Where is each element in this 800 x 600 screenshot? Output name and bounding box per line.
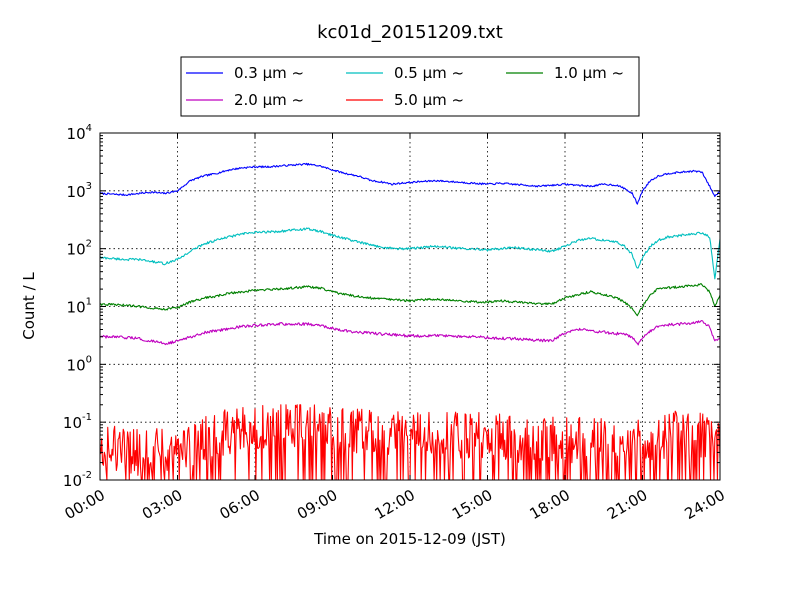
legend-label-1: 0.3 μm ~ <box>234 64 304 82</box>
legend-label-2: 0.5 μm ~ <box>394 64 464 82</box>
y-tick-label: 104 <box>67 123 92 143</box>
y-axis-label: Count / L <box>20 272 38 340</box>
series-line-4 <box>100 320 720 346</box>
y-tick-label: 10-2 <box>63 470 92 490</box>
legend-label-3: 1.0 μm ~ <box>554 64 624 82</box>
chart-title: kc01d_20151209.txt <box>317 22 503 43</box>
series-line-1 <box>100 162 720 205</box>
y-tick-label: 102 <box>67 239 92 259</box>
legend-label-5: 5.0 μm ~ <box>394 91 464 109</box>
y-tick-label: 103 <box>67 181 92 201</box>
series-line-5 <box>100 404 720 480</box>
series-line-3 <box>100 283 720 317</box>
series-layer <box>100 162 720 480</box>
y-tick-label: 10-1 <box>63 412 92 432</box>
x-axis-label: Time on 2015-12-09 (JST) <box>313 530 506 548</box>
y-tick-label: 101 <box>67 297 92 317</box>
series-line-2 <box>100 227 720 280</box>
y-tick-label: 100 <box>67 354 92 374</box>
legend-label-4: 2.0 μm ~ <box>234 91 304 109</box>
legend-frame <box>180 56 640 117</box>
legend: 0.3 μm ~ 0.5 μm ~ 1.0 μm ~ 2.0 μm ~ 5.0 μm ~ <box>180 56 640 117</box>
